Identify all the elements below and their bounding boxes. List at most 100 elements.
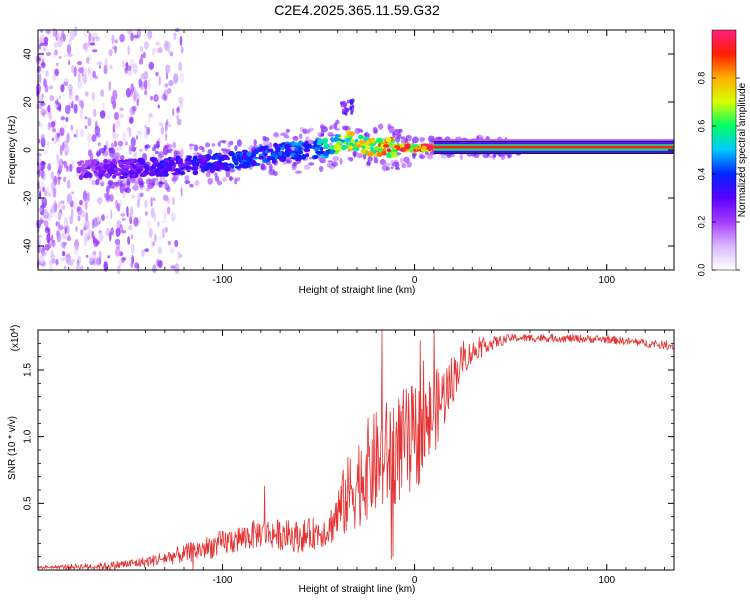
ridge-mark [413, 146, 421, 150]
ridge-mark [229, 164, 235, 169]
ridge-mark [246, 156, 253, 163]
noise-mark [129, 116, 134, 125]
ridge-mark [141, 171, 146, 177]
noise-mark [82, 30, 88, 39]
ridge-mark [113, 167, 121, 171]
halo-mark [378, 123, 384, 130]
noise-mark [86, 57, 90, 64]
noise-mark [62, 176, 67, 183]
y-tick-label: -40 [23, 238, 34, 253]
noise-mark [41, 133, 45, 144]
noise-mark [47, 141, 50, 149]
halo-mark [419, 137, 426, 142]
noise-mark [41, 251, 48, 257]
noise-mark [82, 74, 88, 84]
noise-mark [114, 39, 118, 44]
halo-mark [154, 177, 159, 181]
ridge-mark [386, 148, 391, 152]
noise-mark [176, 114, 179, 120]
noise-mark [56, 153, 59, 163]
ridge-mark [293, 154, 299, 159]
halo-mark [121, 182, 125, 188]
ridge-mark [228, 150, 235, 157]
halo-mark [318, 165, 324, 173]
steady-band [433, 144, 674, 147]
noise-mark [157, 221, 160, 228]
noise-mark [89, 42, 96, 46]
noise-mark [127, 45, 130, 56]
halo-mark [108, 184, 115, 189]
noise-mark [164, 144, 170, 149]
ridge-mark [93, 159, 97, 165]
ridge-mark [387, 153, 392, 159]
ridge-mark [243, 161, 247, 165]
ridge-mark [399, 147, 406, 152]
noise-mark [57, 37, 63, 48]
noise-mark [144, 199, 148, 209]
halo-mark [283, 135, 290, 139]
noise-mark [164, 226, 168, 233]
halo-mark [339, 158, 343, 165]
ridge-mark [421, 143, 428, 147]
noise-mark [54, 68, 59, 77]
noise-mark [130, 32, 134, 42]
ridge-mark [285, 152, 290, 158]
halo-mark [419, 154, 426, 160]
noise-mark [137, 264, 140, 273]
spectrogram-ylabel: Frequency (Hz) [7, 116, 18, 185]
noise-mark [102, 102, 105, 111]
noise-mark [125, 87, 131, 98]
noise-mark [37, 207, 43, 213]
ridge-mark [278, 143, 283, 148]
noise-mark [89, 76, 93, 81]
noise-mark [73, 103, 78, 114]
noise-mark [48, 85, 54, 90]
noise-mark [46, 233, 51, 244]
noise-mark [116, 242, 121, 250]
noise-mark [137, 130, 142, 136]
halo-mark [459, 153, 463, 160]
ridge-mark [284, 143, 291, 150]
halo-mark [403, 156, 410, 163]
noise-mark [77, 61, 83, 66]
noise-mark [57, 169, 60, 176]
noise-mark [160, 126, 164, 135]
noise-mark [165, 132, 168, 141]
noise-mark [174, 239, 179, 248]
noise-mark [93, 238, 99, 248]
ridge-mark [232, 158, 239, 164]
noise-mark [76, 259, 80, 266]
noise-mark [64, 104, 71, 115]
ridge-mark [180, 171, 186, 175]
ridge-mark [103, 158, 108, 164]
noise-mark [80, 100, 84, 110]
snr-series-line [37, 329, 675, 571]
noise-mark [150, 197, 153, 208]
ridge-mark [404, 144, 411, 150]
halo-mark [406, 135, 412, 138]
ridge-mark [224, 165, 231, 172]
noise-mark [112, 99, 116, 110]
noise-mark [95, 36, 100, 42]
noise-mark [41, 170, 46, 181]
ridge-mark [214, 155, 220, 160]
ridge-mark [334, 143, 341, 148]
noise-mark [84, 219, 90, 230]
noise-mark [67, 83, 73, 92]
noise-mark [39, 42, 45, 47]
noise-mark [138, 58, 144, 65]
noise-mark [128, 127, 132, 138]
x-tick-label: 0 [412, 575, 418, 586]
y-tick-label: 0.5 [23, 496, 34, 510]
halo-mark [137, 177, 144, 183]
ridge-mark [273, 142, 279, 148]
ridge-mark [270, 156, 276, 161]
ridge-mark [409, 148, 414, 153]
noise-mark [74, 239, 79, 251]
halo-mark [308, 162, 315, 166]
ridge-mark [168, 161, 173, 166]
noise-mark [177, 106, 180, 112]
noise-mark [87, 40, 91, 47]
halo-mark [95, 179, 99, 186]
